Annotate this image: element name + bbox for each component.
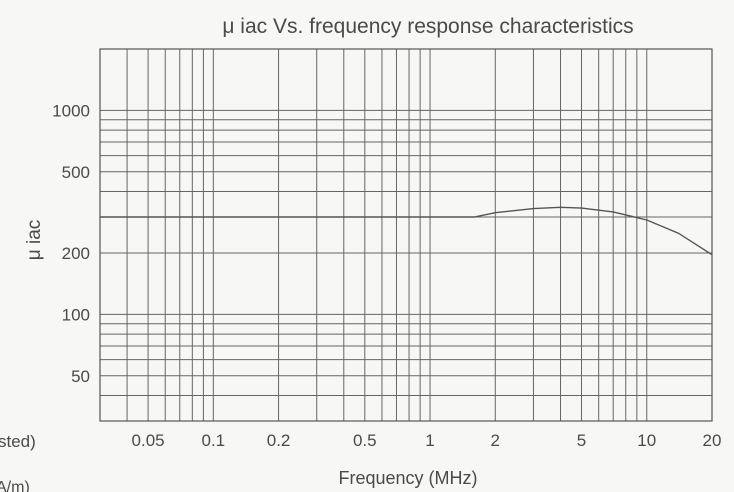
grid [100,49,712,421]
x-tick-label: 10 [637,431,656,450]
chart-title: μ iac Vs. frequency response characteris… [222,15,633,38]
x-tick-label: 2 [491,431,500,450]
x-tick-label: 0.5 [353,431,377,450]
x-tick-label: 5 [577,431,586,450]
y-tick-label: 1000 [52,101,90,120]
series-line [100,206,713,256]
y-axis-label: μ iac [24,220,45,261]
x-tick-label: 0.1 [201,431,225,450]
plot-frame [99,48,713,422]
x-tick-label: 1 [425,431,434,450]
x-tick-label: 0.05 [132,431,165,450]
cropped-bottom-left-label: A/m) [0,479,30,492]
y-tick-label: 100 [62,305,90,324]
x-tick-labels: 0.05 0.1 0.2 0.5 1 2 5 10 20 [132,431,722,450]
x-tick-label: 20 [703,431,722,450]
y-tick-labels: 50 100 200 500 1000 [52,101,90,385]
y-tick-label: 50 [71,367,90,386]
x-axis-label: Frequency (MHz) [338,468,477,488]
cropped-left-label: sted) [0,432,36,451]
y-tick-label: 200 [62,244,90,263]
y-tick-label: 500 [62,163,90,182]
x-tick-label: 0.2 [267,431,291,450]
